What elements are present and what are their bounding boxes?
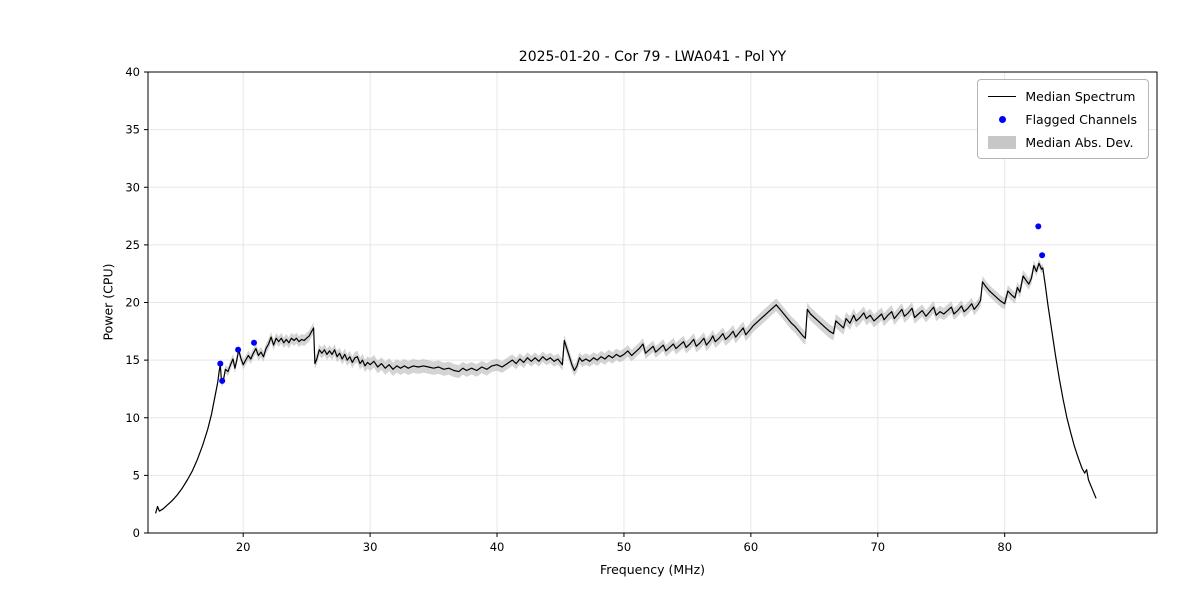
x-tick-label: 80	[997, 540, 1012, 554]
y-tick-label: 5	[133, 468, 140, 482]
legend-label: Flagged Channels	[1025, 111, 1137, 127]
x-tick-label: 40	[490, 540, 505, 554]
y-tick-label: 0	[133, 526, 140, 540]
x-tick-label: 60	[744, 540, 759, 554]
x-tick-label: 70	[870, 540, 885, 554]
flagged-channel-point	[1035, 223, 1042, 230]
flagged-channel-point	[251, 339, 257, 346]
flagged-channel-point	[219, 377, 226, 384]
mad-band	[155, 258, 1097, 514]
legend-item-flagged-channels: Flagged Channels	[987, 110, 1137, 128]
median-line-marker	[987, 95, 1017, 97]
y-tick-label: 40	[125, 65, 140, 79]
x-tick-label: 30	[363, 540, 378, 554]
x-tick-label: 20	[236, 540, 251, 554]
flagged-channel-point	[217, 360, 224, 367]
flagged-channel-point	[1039, 252, 1046, 259]
y-tick-label: 10	[125, 411, 140, 425]
x-axis-label: Frequency (MHz)	[599, 562, 706, 577]
x-tick-label: 50	[617, 540, 632, 554]
legend-item-median-abs-dev: Median Abs. Dev.	[987, 133, 1137, 151]
legend: Median Spectrum Flagged Channels Median …	[977, 79, 1149, 159]
y-axis-label: Power (CPU)	[100, 263, 116, 341]
legend-label: Median Abs. Dev.	[1025, 134, 1134, 150]
legend-label: Median Spectrum	[1025, 88, 1136, 104]
y-tick-label: 25	[125, 238, 140, 252]
y-tick-label: 15	[125, 353, 140, 367]
y-tick-label: 20	[125, 296, 140, 310]
chart-title: 2025-01-20 - Cor 79 - LWA041 - Pol YY	[518, 49, 787, 65]
median-spectrum-line	[155, 262, 1097, 514]
legend-item-median-spectrum: Median Spectrum	[987, 87, 1137, 105]
y-tick-label: 30	[125, 180, 140, 194]
mad-patch-marker	[987, 135, 1017, 149]
y-tick-label: 35	[125, 123, 140, 137]
flagged-channel-point	[235, 346, 242, 353]
flagged-dot-marker	[987, 115, 1017, 123]
